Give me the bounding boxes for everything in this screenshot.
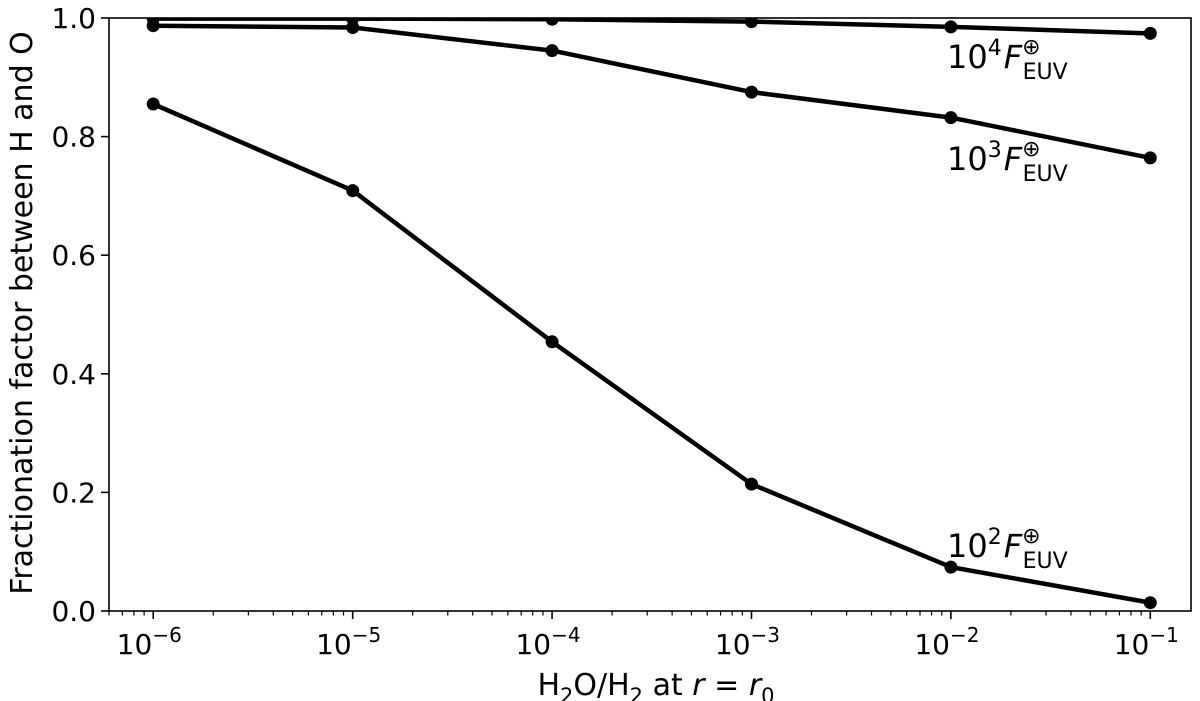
- series-line-2: [152, 101, 1151, 605]
- x-tick-label-3: 10−3: [715, 623, 780, 661]
- x-tick-label-5: 10−1: [1114, 623, 1179, 661]
- series-line-1: [153, 23, 1151, 161]
- axes-frame: [108, 17, 1192, 612]
- y-tick-label-4: 0.8: [51, 121, 96, 154]
- y-tick-label-2: 0.4: [51, 358, 96, 391]
- x-tick-label-4: 10−2: [914, 623, 979, 661]
- x-axis-label: H2O/H2 at r = r0: [537, 668, 774, 701]
- series-1-point-0: [146, 19, 160, 33]
- series-1-point-2: [545, 44, 559, 58]
- y-tick-label-5: 1.0: [51, 2, 96, 35]
- x-tick-label-1: 10−5: [316, 623, 381, 661]
- series-2-point-0: [146, 97, 160, 111]
- series-0-point-5: [1143, 26, 1157, 40]
- series-1-point-5: [1143, 151, 1157, 165]
- series-1-point-3: [745, 85, 758, 99]
- y-tick-label-1: 0.2: [51, 476, 96, 509]
- series-2-point-5: [1143, 596, 1157, 610]
- y-tick-label-3: 0.6: [51, 239, 96, 272]
- series-1-point-4: [944, 111, 958, 125]
- series-0-point-4: [944, 20, 958, 34]
- y-tick-label-0: 0.0: [51, 595, 96, 628]
- series-label-1: 103F⊕ EUV: [947, 137, 1068, 187]
- series-2-point-2: [545, 335, 559, 349]
- series-2-point-1: [346, 184, 360, 198]
- series-0-point-3: [745, 18, 758, 29]
- series-1-point-1: [346, 21, 360, 34]
- x-tick-label-0: 10−6: [117, 623, 182, 661]
- x-tick-label-2: 10−4: [515, 623, 580, 661]
- series-2-point-4: [944, 560, 958, 574]
- series-2-point-3: [745, 477, 758, 491]
- axes-layer: 10−6 10−5 10−4 10−3 10−2 10−1 0.0 0.2 0.4 0.6 0.8 1…: [51, 2, 1192, 661]
- series-label-2: 102F⊕ EUV: [947, 524, 1068, 574]
- y-axis-label: Fractionation factor between H and O: [5, 31, 40, 595]
- series-0-point-2: [545, 18, 559, 26]
- series-label-0: 104F⊕ EUV: [947, 35, 1068, 85]
- series-labels: 104F⊕ EUV 103F⊕ EUV 102F⊕ EUV: [947, 35, 1068, 574]
